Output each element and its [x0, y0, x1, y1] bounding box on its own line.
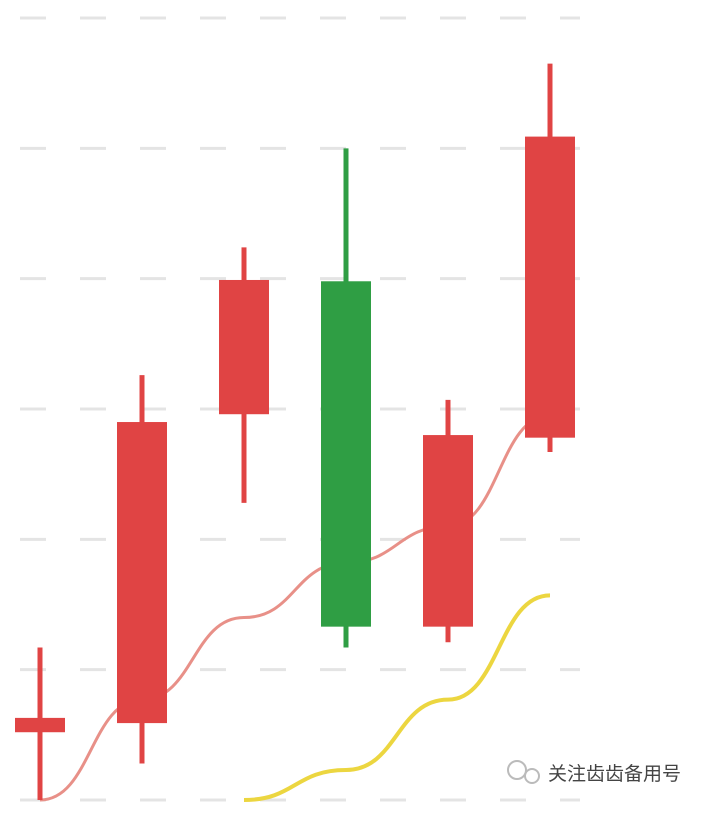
watermark: 关注齿齿备用号 — [548, 763, 681, 785]
moving-average-line — [39, 414, 551, 802]
watermark-icon — [507, 760, 540, 784]
moving-average-line — [243, 593, 551, 802]
candle-body — [219, 279, 269, 415]
candle-body — [321, 281, 371, 627]
candle-body — [423, 435, 473, 627]
candle-body — [15, 717, 65, 733]
candle-body — [117, 422, 167, 724]
candle-body — [525, 136, 575, 438]
